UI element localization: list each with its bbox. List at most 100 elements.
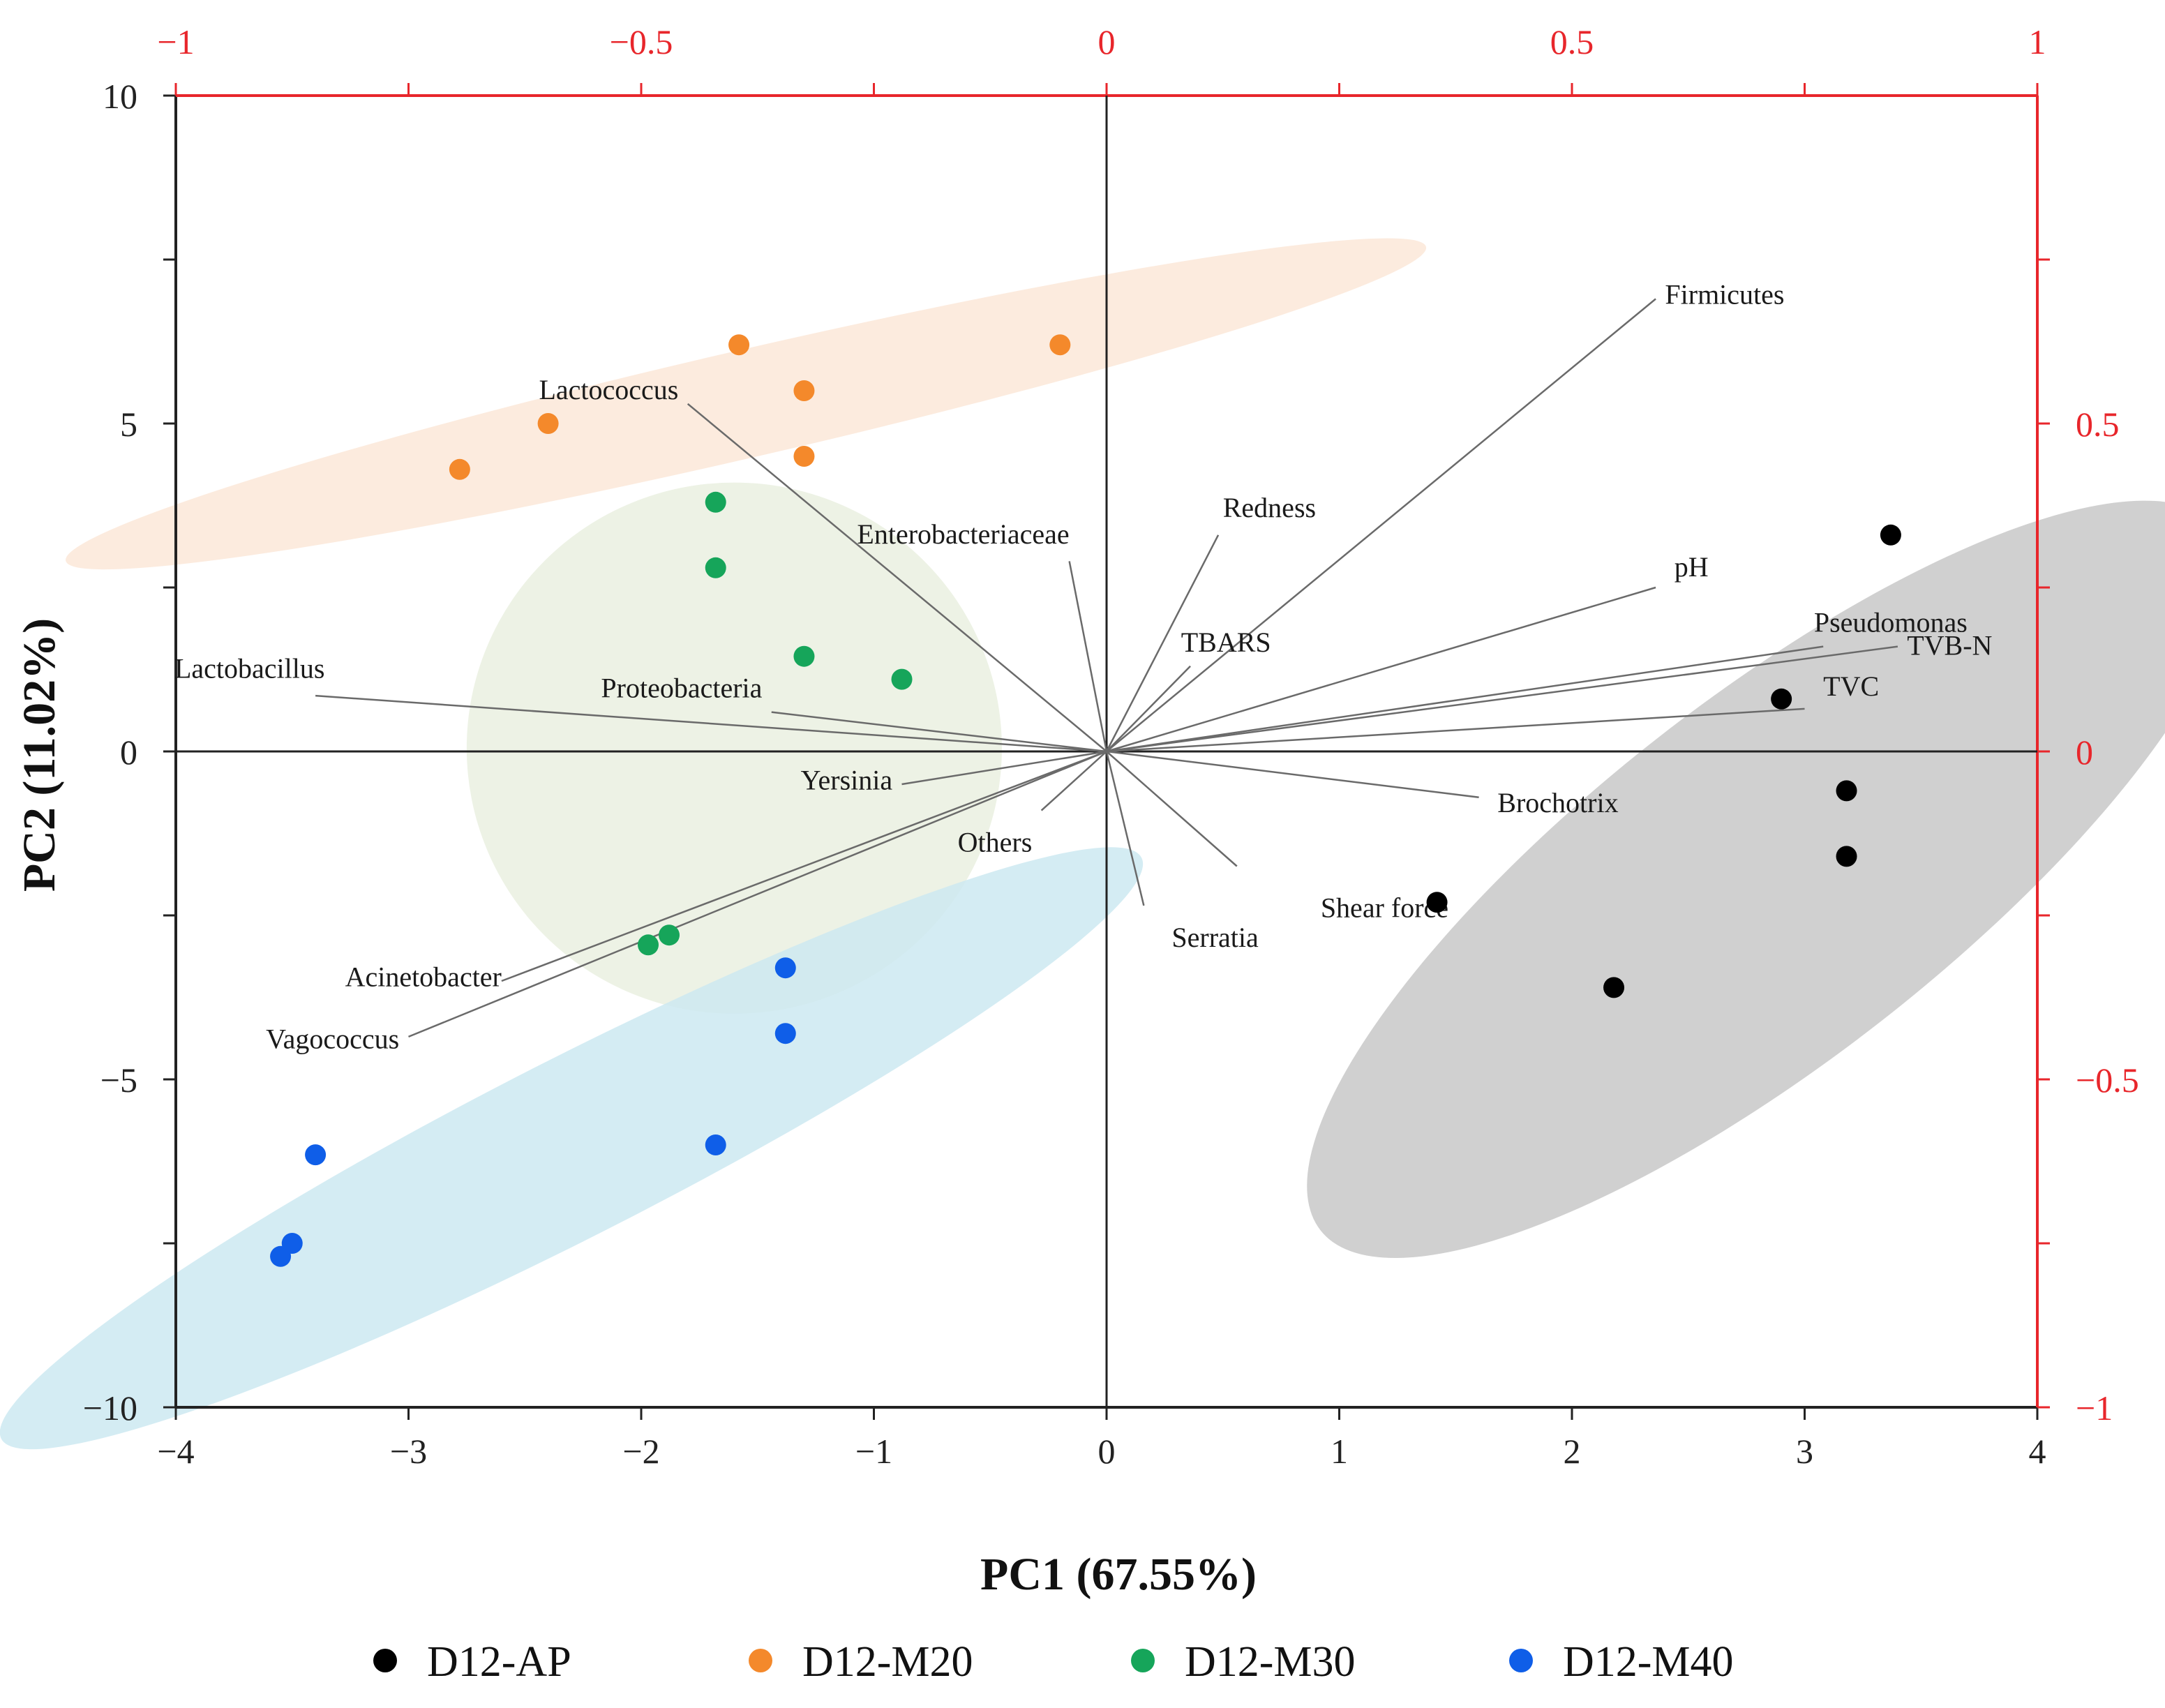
point-d12-m20 xyxy=(793,380,815,401)
point-d12-m40 xyxy=(305,1144,327,1166)
secondary-y-tick-label: 0 xyxy=(2076,733,2093,772)
secondary-y-tick-label: −1 xyxy=(2076,1388,2113,1428)
point-d12-m20 xyxy=(728,334,750,356)
x-tick-label: −1 xyxy=(855,1432,892,1471)
legend-label-d12-m30: D12-M30 xyxy=(1185,1638,1356,1686)
loading-label-tvb-n: TVB-N xyxy=(1907,630,1992,661)
secondary-y-tick-label: −0.5 xyxy=(2076,1061,2139,1100)
point-d12-ap xyxy=(1603,977,1625,998)
loading-line-shear-force xyxy=(1106,751,1238,867)
ellipse-d12-m40 xyxy=(0,847,1144,1450)
loading-line-tvb-n xyxy=(1106,645,1898,753)
data-points xyxy=(270,334,1901,1267)
y-tick-label: 10 xyxy=(103,77,137,116)
loading-label-others: Others xyxy=(958,827,1033,858)
point-d12-m40 xyxy=(774,1023,796,1044)
loading-line-tbars xyxy=(1106,665,1191,752)
x-tick-label: −3 xyxy=(390,1432,427,1471)
loading-label-ph: pH xyxy=(1675,551,1709,583)
secondary-y-tick-label: 0.5 xyxy=(2076,405,2120,444)
loading-label-serratia: Serratia xyxy=(1171,922,1259,953)
ellipse-d12-ap xyxy=(1307,500,2165,1259)
point-d12-m20 xyxy=(537,413,559,434)
point-d12-m40 xyxy=(705,1134,726,1155)
loading-label-redness: Redness xyxy=(1223,492,1316,523)
loading-line-lactococcus xyxy=(687,403,1107,752)
loading-line-firmicutes xyxy=(1106,298,1656,752)
point-d12-m30 xyxy=(705,557,726,578)
loading-line-enterobacteriaceae xyxy=(1068,561,1108,752)
legend-label-d12-m40: D12-M40 xyxy=(1563,1638,1734,1686)
loading-label-acinetobacter: Acinetobacter xyxy=(345,961,502,992)
ellipse-d12-m20 xyxy=(66,238,1427,570)
point-d12-m40 xyxy=(774,957,796,979)
secondary-x-tick-label: −1 xyxy=(157,22,194,61)
loading-line-vagococcus xyxy=(408,750,1107,1038)
legend-label-d12-m20: D12-M20 xyxy=(802,1638,973,1686)
loading-label-tvc: TVC xyxy=(1823,671,1879,702)
x-tick-label: 0 xyxy=(1098,1432,1116,1471)
point-d12-m30 xyxy=(705,491,726,513)
point-d12-m30 xyxy=(638,934,659,956)
loading-label-pseudomonas: Pseudomonas xyxy=(1814,607,1968,638)
loading-label-enterobacteriaceae: Enterobacteriaceae xyxy=(857,518,1069,550)
point-d12-m30 xyxy=(659,924,680,946)
point-d12-m20 xyxy=(793,446,815,467)
loading-line-pseudomonas xyxy=(1106,645,1824,753)
legend-marker-d12-ap xyxy=(373,1649,397,1672)
y-tick-label: 5 xyxy=(120,405,137,444)
x-tick-label: 4 xyxy=(2029,1432,2046,1471)
point-d12-m40 xyxy=(270,1245,292,1267)
x-tick-label: 2 xyxy=(1564,1432,1581,1471)
legend-marker-d12-m40 xyxy=(1509,1649,1533,1672)
legend-marker-d12-m30 xyxy=(1131,1649,1155,1672)
secondary-x-tick-label: 0 xyxy=(1098,22,1116,61)
loading-line-acinetobacter xyxy=(501,750,1107,982)
y-tick-label: −10 xyxy=(83,1388,137,1428)
ellipse-d12-m30 xyxy=(466,482,1002,1014)
y-tick-label: 0 xyxy=(120,733,137,772)
loading-label-vagococcus: Vagococcus xyxy=(266,1024,399,1055)
point-d12-m20 xyxy=(1049,334,1071,356)
loading-line-serratia xyxy=(1105,751,1145,906)
group-ellipses xyxy=(0,238,2165,1450)
loading-label-firmicutes: Firmicutes xyxy=(1665,279,1784,310)
point-d12-m30 xyxy=(793,645,815,667)
loading-line-brochotrix xyxy=(1106,750,1479,799)
point-d12-ap xyxy=(1880,524,1901,546)
loading-label-lactobacillus: Lactobacillus xyxy=(174,653,324,684)
loading-line-proteobacteria xyxy=(771,711,1107,753)
loading-label-lactococcus: Lactococcus xyxy=(539,374,678,405)
loading-label-yersinia: Yersinia xyxy=(801,764,893,795)
secondary-x-tick-label: −0.5 xyxy=(610,22,673,61)
loading-line-redness xyxy=(1105,534,1220,752)
loading-line-lactobacillus xyxy=(315,694,1107,753)
loading-line-yersinia xyxy=(901,750,1107,786)
secondary-x-tick-label: 0.5 xyxy=(1550,22,1594,61)
loading-line-tvc xyxy=(1106,707,1805,753)
point-d12-ap xyxy=(1771,688,1792,710)
x-axis-title: PC1 (67.55%) xyxy=(980,1549,1257,1600)
legend: D12-AP D12-M20 D12-M30 D12-M40 xyxy=(373,1638,1734,1686)
x-tick-label: 3 xyxy=(1796,1432,1813,1471)
loading-line-others xyxy=(1040,751,1107,811)
x-tick-label: 1 xyxy=(1331,1432,1348,1471)
point-d12-ap xyxy=(1836,780,1857,802)
point-d12-ap xyxy=(1836,846,1857,867)
loading-label-tbars: TBARS xyxy=(1181,627,1271,658)
point-d12-m30 xyxy=(891,668,913,690)
loading-label-brochotrix: Brochotrix xyxy=(1497,787,1618,818)
loading-line-ph xyxy=(1106,586,1656,753)
loading-label-proteobacteria: Proteobacteria xyxy=(601,673,762,704)
legend-marker-d12-m20 xyxy=(749,1649,772,1672)
legend-label-d12-ap: D12-AP xyxy=(427,1638,571,1686)
x-tick-label: −4 xyxy=(157,1432,194,1471)
loading-vectors: Firmicutes Lactococcus Redness pH Enterobact… xyxy=(174,279,1992,1055)
x-tick-label: −2 xyxy=(622,1432,659,1471)
point-d12-m20 xyxy=(449,458,470,480)
secondary-x-tick-label: 1 xyxy=(2029,22,2046,61)
point-d12-ap xyxy=(1426,892,1448,913)
y-tick-label: −5 xyxy=(100,1061,137,1100)
y-axis-title: PC2 (11.02%) xyxy=(14,618,65,892)
